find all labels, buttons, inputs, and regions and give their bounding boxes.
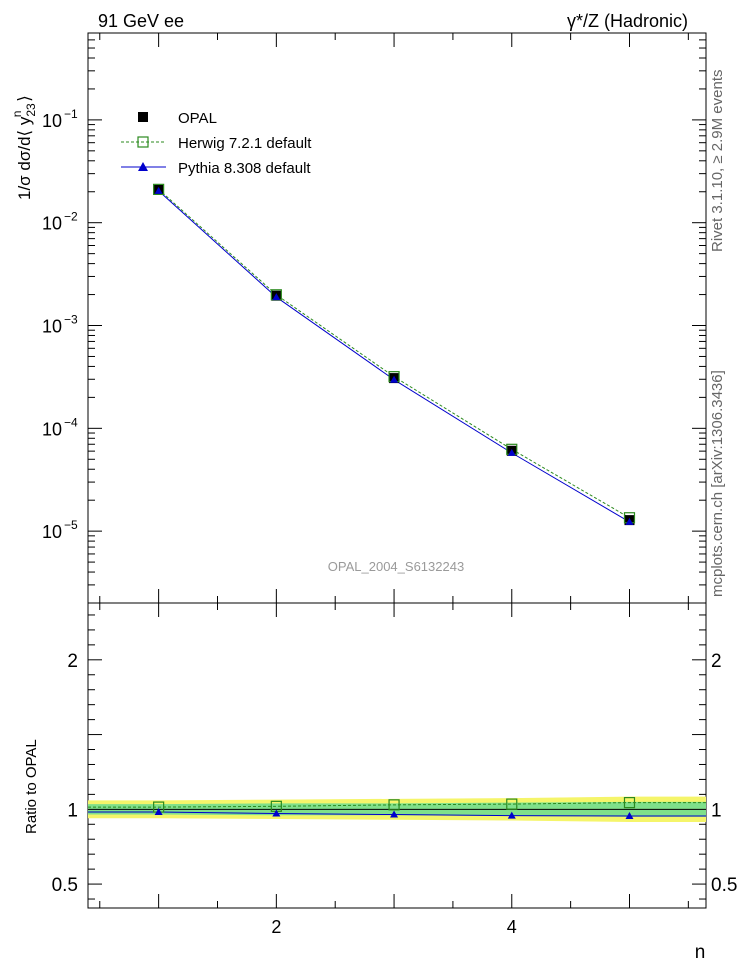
main-y-tick-label: 10 bbox=[42, 214, 62, 234]
herwig-ratio-point bbox=[388, 799, 400, 811]
main-y-tick-label: 10 bbox=[42, 111, 62, 131]
x-tick-label: 4 bbox=[507, 917, 517, 937]
herwig-ratio-point bbox=[623, 796, 636, 809]
pythia-point bbox=[390, 375, 399, 383]
mcplots-reference-text: mcplots.cern.ch [arXiv:1306.3436] bbox=[709, 370, 726, 597]
legend-opal-label: OPAL bbox=[178, 110, 217, 127]
legend-herwig-marker bbox=[137, 136, 149, 148]
herwig-line bbox=[158, 188, 630, 519]
herwig-ratio-point bbox=[506, 798, 518, 810]
main-plot-area: 10−110−210−310−410−5 bbox=[42, 32, 707, 604]
legend: OPAL Herwig 7.2.1 default Pythia 8.308 d… bbox=[121, 110, 312, 177]
legend-pythia-marker bbox=[138, 162, 148, 171]
pythia-point bbox=[625, 517, 634, 525]
x-axis-label: n bbox=[695, 942, 706, 963]
rivet-version-text: Rivet 3.1.10, ≥ 2.9M events bbox=[709, 70, 726, 253]
pythia-point bbox=[507, 448, 516, 456]
pythia-ratio-point bbox=[272, 809, 281, 817]
pythia-ratio-point bbox=[507, 811, 516, 819]
ratio-y-tick-label: 1 bbox=[67, 800, 78, 821]
ratio-frame bbox=[87, 602, 707, 909]
herwig-point bbox=[153, 183, 165, 195]
legend-herwig-label: Herwig 7.2.1 default bbox=[178, 135, 312, 152]
ratio-y-tick-label-right: 0.5 bbox=[711, 875, 737, 896]
x-tick-label: 2 bbox=[271, 917, 281, 937]
ratio-y-axis-label: Ratio to OPAL bbox=[23, 739, 40, 834]
main-y-tick-label: 10 bbox=[42, 522, 62, 542]
main-y-tick-exponent: −2 bbox=[64, 210, 78, 224]
pythia-ratio-point bbox=[625, 812, 634, 820]
main-y-tick-exponent: −4 bbox=[64, 415, 78, 429]
ratio-y-tick-label: 0.5 bbox=[52, 875, 78, 896]
legend-pythia-label: Pythia 8.308 default bbox=[178, 160, 311, 177]
ratio-plot-area: 2 4 0.5 0.5 1 1 2 2 bbox=[52, 602, 737, 937]
main-y-tick-exponent: −5 bbox=[64, 518, 78, 532]
main-y-tick-label: 10 bbox=[42, 419, 62, 439]
pythia-ratio-point bbox=[390, 810, 399, 818]
svg-text:1/σ dσ/d⟨ y23n ⟩: 1/σ dσ/d⟨ y23n ⟩ bbox=[10, 95, 38, 200]
pythia-point bbox=[154, 186, 163, 194]
pythia-line bbox=[158, 190, 630, 523]
pythia-point bbox=[272, 293, 281, 301]
main-y-tick-exponent: −3 bbox=[64, 313, 78, 327]
main-y-axis-label: 1/σ dσ/d⟨ y23n ⟩ bbox=[10, 95, 38, 200]
main-y-tick-label: 10 bbox=[42, 317, 62, 337]
main-y-tick-exponent: −1 bbox=[64, 107, 78, 121]
legend-opal-marker bbox=[138, 112, 148, 122]
right-title: γ*/Z (Hadronic) bbox=[567, 11, 688, 31]
left-title: 91 GeV ee bbox=[98, 11, 184, 31]
analysis-watermark: OPAL_2004_S6132243 bbox=[328, 559, 464, 574]
pythia-ratio-point bbox=[154, 808, 163, 816]
ratio-y-tick-label-right: 2 bbox=[711, 651, 722, 672]
herwig-ratio-line bbox=[88, 802, 706, 808]
ratio-y-tick-label: 2 bbox=[67, 651, 78, 672]
ratio-y-tick-label-right: 1 bbox=[711, 800, 722, 821]
